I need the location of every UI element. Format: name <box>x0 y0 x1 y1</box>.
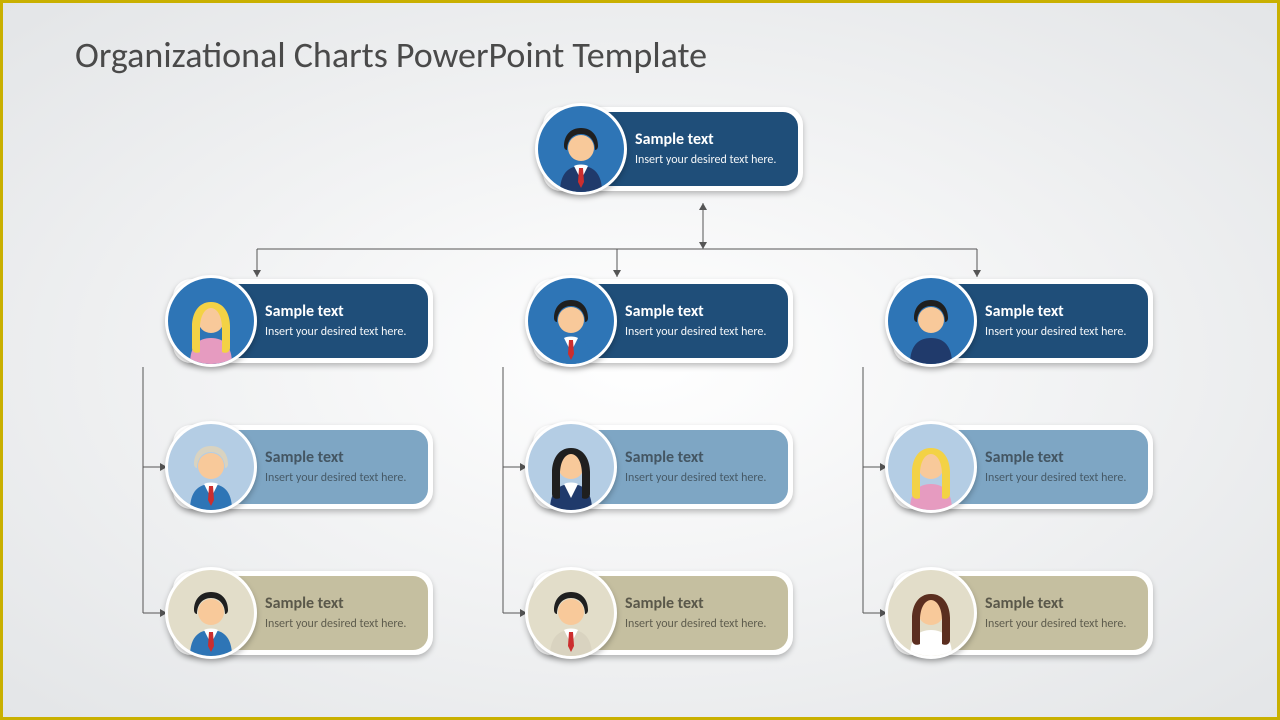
card-subtitle: Insert your desired text here. <box>265 471 414 485</box>
card-subtitle: Insert your desired text here. <box>265 617 414 631</box>
card-subtitle: Insert your desired text here. <box>635 153 784 167</box>
card-title: Sample text <box>265 595 414 613</box>
avatar-badge <box>525 421 617 513</box>
person-icon <box>900 584 962 656</box>
card-title: Sample text <box>265 449 414 467</box>
person-icon <box>540 438 602 510</box>
org-node-c1-r1: Sample text Insert your desired text her… <box>533 425 793 509</box>
avatar-badge <box>885 275 977 367</box>
org-node-c1-r2: Sample text Insert your desired text her… <box>533 571 793 655</box>
card-title: Sample text <box>625 595 774 613</box>
org-node-c1-r0: Sample text Insert your desired text her… <box>533 279 793 363</box>
person-icon <box>180 584 242 656</box>
avatar-badge <box>885 567 977 659</box>
card-title: Sample text <box>985 595 1134 613</box>
org-node-c2-r2: Sample text Insert your desired text her… <box>893 571 1153 655</box>
org-chart-canvas: Sample text Insert your desired text her… <box>3 3 1277 717</box>
slide-frame: Organizational Charts PowerPoint Templat… <box>0 0 1280 720</box>
card-subtitle: Insert your desired text here. <box>985 617 1134 631</box>
card-title: Sample text <box>625 303 774 321</box>
org-node-c2-r0: Sample text Insert your desired text her… <box>893 279 1153 363</box>
avatar-badge <box>165 567 257 659</box>
card-title: Sample text <box>625 449 774 467</box>
avatar-badge <box>525 275 617 367</box>
org-node-c0-r1: Sample text Insert your desired text her… <box>173 425 433 509</box>
person-icon <box>180 292 242 364</box>
person-icon <box>180 438 242 510</box>
card-subtitle: Insert your desired text here. <box>625 617 774 631</box>
person-icon <box>540 584 602 656</box>
card-subtitle: Insert your desired text here. <box>985 325 1134 339</box>
card-subtitle: Insert your desired text here. <box>625 471 774 485</box>
person-icon <box>540 292 602 364</box>
card-subtitle: Insert your desired text here. <box>625 325 774 339</box>
org-node-root: Sample text Insert your desired text her… <box>543 107 803 191</box>
person-icon <box>550 120 612 192</box>
org-node-c0-r2: Sample text Insert your desired text her… <box>173 571 433 655</box>
card-subtitle: Insert your desired text here. <box>985 471 1134 485</box>
card-title: Sample text <box>985 449 1134 467</box>
avatar-badge <box>885 421 977 513</box>
org-node-c0-r0: Sample text Insert your desired text her… <box>173 279 433 363</box>
card-subtitle: Insert your desired text here. <box>265 325 414 339</box>
card-title: Sample text <box>985 303 1134 321</box>
person-icon <box>900 292 962 364</box>
avatar-badge <box>535 103 627 195</box>
org-node-c2-r1: Sample text Insert your desired text her… <box>893 425 1153 509</box>
avatar-badge <box>165 275 257 367</box>
card-title: Sample text <box>635 131 784 149</box>
avatar-badge <box>165 421 257 513</box>
card-title: Sample text <box>265 303 414 321</box>
person-icon <box>900 438 962 510</box>
avatar-badge <box>525 567 617 659</box>
